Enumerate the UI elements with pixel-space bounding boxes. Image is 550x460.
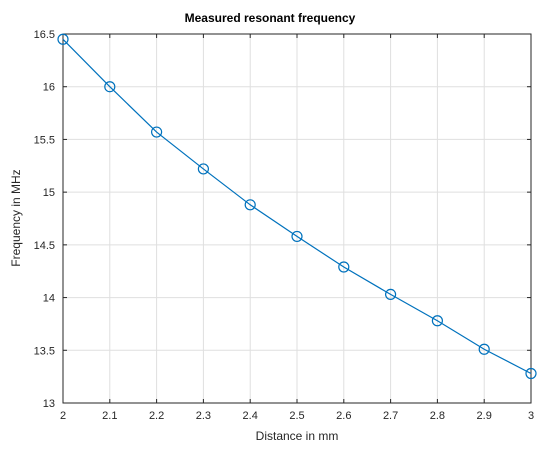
y-tick-label: 13 [43,398,55,410]
y-tick-label: 16 [43,82,55,94]
x-tick-label: 2.2 [149,410,164,422]
y-tick-label: 16.5 [34,29,55,41]
y-tick-label: 14 [43,293,55,305]
data-point-marker [338,261,350,273]
y-tick-label: 14.5 [34,240,55,252]
x-tick-label: 2.5 [289,410,304,422]
data-point-marker [431,315,443,327]
x-tick-label: 2.8 [430,410,445,422]
x-tick-label: 2.3 [196,410,211,422]
data-point-marker [197,163,209,175]
y-tick-label: 15 [43,187,55,199]
series-layer [57,33,537,380]
data-point-marker [478,343,490,355]
y-axis-label: Frequency in MHz [9,169,23,266]
data-point-marker [104,81,116,93]
x-tick-label: 2.6 [336,410,351,422]
data-point-marker [244,199,256,211]
x-tick-label: 2.1 [102,410,117,422]
x-tick-label: 2 [60,410,66,422]
axis-ticks: 2 2.1 2.2 2.3 2.4 2.5 2.6 2.7 2.8 2.9 3 13 13.5 14 14.… [34,29,534,422]
x-tick-label: 2.9 [477,410,492,422]
data-point-marker [151,126,163,138]
data-point-marker [57,33,69,45]
series-line [62,38,532,375]
y-tick-label: 13.5 [34,345,55,357]
data-point-marker [291,230,303,243]
chart-title: Measured resonant frequency [185,11,356,25]
x-tick-label: 2.4 [243,410,258,422]
x-axis-label: Distance in mm [256,429,339,443]
x-tick-label: 3 [528,410,534,422]
grid-lines [63,34,531,403]
data-point-marker [385,288,397,301]
x-tick-label: 2.7 [383,410,398,422]
data-point-marker [525,367,537,380]
y-tick-label: 15.5 [34,134,55,146]
